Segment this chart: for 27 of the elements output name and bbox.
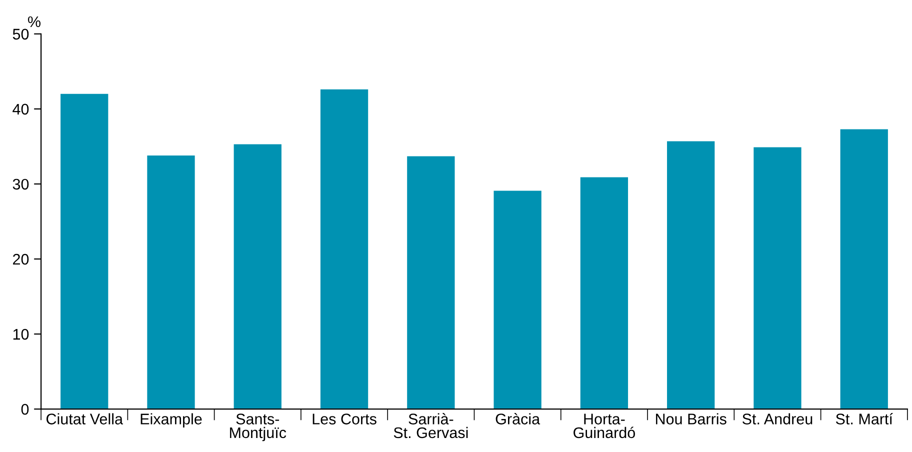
bar [320,89,368,410]
bar [147,155,195,410]
x-tick-label: Nou Barris [656,413,726,424]
y-tick-label: 30 [12,178,29,190]
x-tick-label: Horta- Guinardó [574,414,635,438]
x-tick-label: Sarrià- St. Gervasi [394,413,468,438]
bar [840,129,888,410]
x-tick-label: St. Martí [836,413,893,424]
y-tick-label: 10 [13,328,29,340]
x-tick-label: Ciutat Vella [46,413,124,424]
x-tick-label: St. Andreu [742,413,812,424]
y-tick-label: 0 [21,404,29,415]
y-axis-title: % [28,16,40,28]
bar [407,156,455,410]
x-tick-label: Les Corts [312,414,376,424]
y-tick-label: 20 [13,254,29,265]
bar [754,147,802,410]
x-tick-label: Eixample [140,413,202,428]
x-tick-label: Gràcia [496,413,540,424]
y-tick-label: 40 [12,104,29,115]
x-tick-label: Sants- Montjuïc [230,414,286,442]
bar [494,190,542,410]
bar [667,141,715,410]
bar [234,144,282,410]
bar [580,177,628,410]
y-tick-label: 50 [12,28,29,40]
bar [60,94,108,410]
